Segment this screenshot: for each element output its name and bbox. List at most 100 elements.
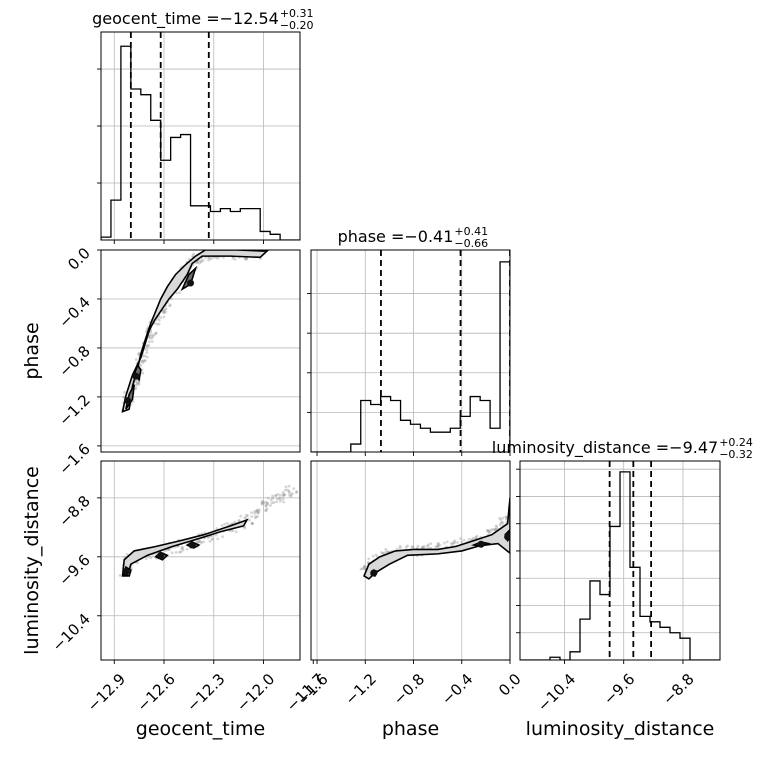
panel-2d-phase-vs-geocent_time: −1.6 −1.2 −0.8 −0.4 0.0 phase [21, 244, 301, 478]
sample-point [490, 528, 494, 531]
sample-point [504, 517, 508, 521]
sample-point [162, 310, 166, 314]
sample-point [122, 395, 125, 399]
sample-point [449, 542, 453, 546]
sample-point [486, 530, 490, 533]
sample-point [233, 247, 236, 250]
sample-point [278, 497, 282, 501]
sample-point [214, 533, 218, 537]
gridlines [316, 461, 463, 660]
sample-point [199, 259, 203, 263]
sample-point [264, 504, 268, 508]
sample-point [243, 526, 247, 530]
sample-point [161, 310, 165, 313]
title-prefix: luminosity_distance = [492, 438, 669, 458]
sample-point [207, 256, 211, 260]
sample-point [159, 316, 163, 320]
sample-point [237, 519, 241, 523]
sample-point [141, 359, 145, 363]
sample-point [143, 358, 147, 362]
sample-point [254, 515, 258, 518]
sample-point [245, 257, 248, 260]
sample-point [178, 291, 181, 295]
x-tick-label: −12.0 [233, 670, 278, 715]
sample-point [264, 509, 268, 513]
sample-point [271, 494, 275, 498]
sample-point [145, 351, 149, 354]
sample-point [498, 523, 502, 527]
sample-point [429, 542, 433, 546]
sample-point [137, 383, 141, 386]
sample-point [489, 530, 492, 534]
sample-point [237, 519, 241, 523]
sample-point [501, 521, 504, 525]
sample-point [199, 540, 202, 544]
sample-point [289, 493, 293, 496]
sample-point [282, 493, 286, 497]
sample-point [359, 567, 363, 571]
sample-point [154, 331, 158, 335]
sample-point [255, 509, 259, 513]
y-tick-label: −8.8 [55, 492, 93, 530]
sample-point [134, 384, 138, 387]
sample-point [179, 550, 183, 554]
sample-point [245, 513, 248, 517]
sample-point [154, 331, 158, 335]
sample-point [180, 545, 184, 549]
sample-point [361, 567, 364, 571]
title-prefix: geocent_time = [92, 9, 219, 29]
title-prefix: phase = [338, 227, 405, 246]
sample-point [504, 515, 508, 519]
sample-point [139, 360, 143, 363]
sample-point [278, 493, 282, 497]
sample-point [436, 544, 439, 548]
sample-point [362, 565, 366, 568]
sample-point [197, 261, 201, 265]
sample-point [420, 546, 424, 549]
sample-point [283, 488, 287, 492]
sample-point [511, 516, 514, 519]
sample-point [436, 542, 440, 546]
sample-point [462, 538, 466, 542]
x-tick-label: −0.4 [438, 670, 476, 708]
sample-point [253, 247, 256, 250]
gridlines [101, 461, 300, 660]
sample-point [281, 491, 285, 494]
sample-point [511, 515, 514, 518]
sample-point [206, 536, 210, 539]
sample-point [381, 551, 385, 555]
sample-point [459, 537, 462, 540]
x-axis-label: geocent_time [136, 718, 265, 740]
sample-point [253, 511, 257, 515]
sample-point [270, 501, 274, 505]
sample-point [234, 530, 238, 534]
density-peak-1 [157, 551, 165, 559]
sample-point [487, 531, 491, 535]
sample-point [422, 546, 426, 550]
sample-point [144, 557, 148, 561]
sample-point [137, 352, 141, 355]
sample-point [281, 495, 285, 498]
sample-point [148, 333, 151, 337]
sample-point [286, 488, 290, 492]
panel-frame [310, 249, 511, 453]
sample-point [295, 490, 299, 493]
sample-point [495, 525, 499, 529]
sample-point [273, 494, 277, 498]
sample-point [197, 539, 201, 542]
sample-point [422, 545, 426, 548]
sample-point [259, 246, 262, 249]
sample-point [143, 359, 147, 363]
sample-point [404, 546, 408, 549]
sample-point [471, 537, 475, 540]
panel-title: geocent_time = −12.54 +0.31−0.20 [92, 7, 313, 32]
sample-point [141, 371, 145, 375]
sample-point [511, 513, 514, 516]
sample-point [451, 542, 455, 546]
sample-point [199, 260, 203, 264]
x-tick-label: −12.3 [183, 670, 228, 715]
title-lower-error: −0.66 [454, 237, 488, 250]
panel-frame [100, 460, 301, 661]
panel-frame [310, 460, 511, 661]
